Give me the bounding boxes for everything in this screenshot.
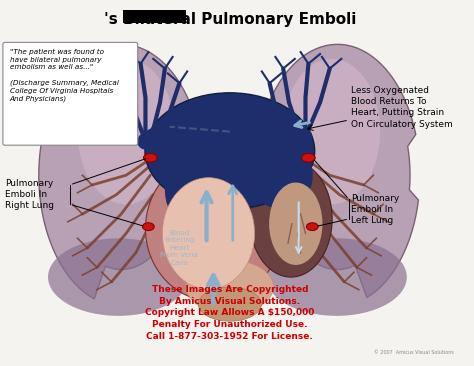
Ellipse shape xyxy=(146,156,281,301)
Ellipse shape xyxy=(198,287,261,321)
Text: Pulmonary
Emboli In
Left Lung: Pulmonary Emboli In Left Lung xyxy=(351,194,399,225)
Ellipse shape xyxy=(48,238,189,316)
Ellipse shape xyxy=(143,223,154,231)
Ellipse shape xyxy=(250,161,332,277)
Ellipse shape xyxy=(269,183,322,265)
Polygon shape xyxy=(39,44,200,299)
Ellipse shape xyxy=(163,178,255,289)
Text: These Images Are Copyrighted
By Amicus Visual Solutions.
Copyright Law Allows A : These Images Are Copyrighted By Amicus V… xyxy=(145,285,315,341)
Ellipse shape xyxy=(186,260,273,313)
Text: Pulmonary
Emboli In
Right Lung: Pulmonary Emboli In Right Lung xyxy=(5,179,54,210)
Ellipse shape xyxy=(283,59,380,204)
Ellipse shape xyxy=(145,93,315,209)
Text: "The patient was found to
have bilateral pulmonary
embolism as well as..."

(Dis: "The patient was found to have bilateral… xyxy=(9,49,119,101)
Ellipse shape xyxy=(78,59,174,204)
Text: © 2007  Amicus Visual Solutions: © 2007 Amicus Visual Solutions xyxy=(374,350,454,355)
Text: 's Bilateral Pulmonary Emboli: 's Bilateral Pulmonary Emboli xyxy=(104,12,356,27)
Ellipse shape xyxy=(144,153,157,162)
Text: Blood
Entering
Heart
From Vena
Cava: Blood Entering Heart From Vena Cava xyxy=(160,230,199,266)
Ellipse shape xyxy=(165,146,242,234)
Ellipse shape xyxy=(266,238,407,316)
FancyBboxPatch shape xyxy=(3,42,138,145)
Text: Less Oxygenated
Blood Returns To
Heart, Putting Strain
On Circulatory System: Less Oxygenated Blood Returns To Heart, … xyxy=(351,86,453,128)
Polygon shape xyxy=(255,44,419,298)
Ellipse shape xyxy=(307,223,318,231)
Bar xyxy=(123,10,186,23)
Ellipse shape xyxy=(301,153,315,162)
Ellipse shape xyxy=(250,141,313,209)
